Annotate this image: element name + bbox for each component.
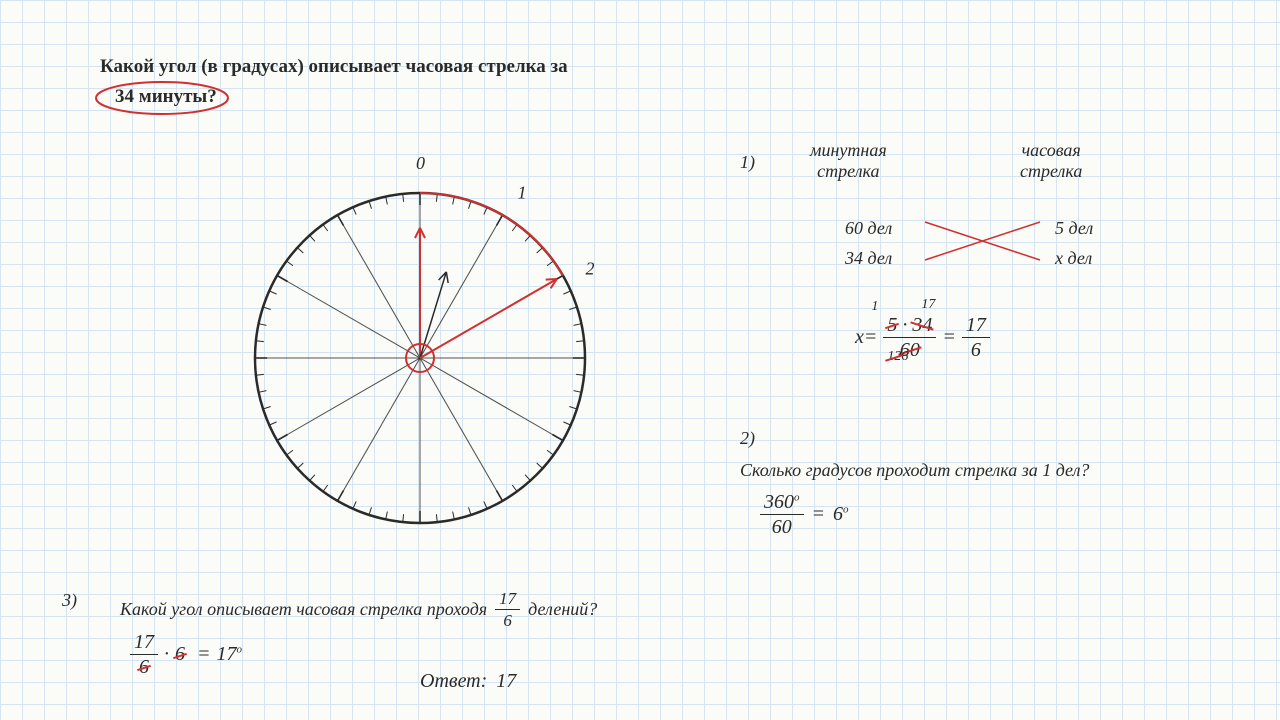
step3-calc: 17 6 · 6 = 17о <box>130 632 242 677</box>
eq-res-num: 17 <box>962 315 990 338</box>
step3-number: 3) <box>62 590 77 611</box>
eq-five: 5 <box>887 314 897 336</box>
eq-34: 34 <box>912 314 932 336</box>
eq-res-den: 6 <box>967 338 985 360</box>
step3-question: Какой угол описывает часовая стрелка про… <box>120 590 597 629</box>
eq-17: 17 <box>921 297 935 313</box>
eq-one: 1 <box>871 299 878 315</box>
step2-number: 2) <box>740 428 755 449</box>
step1-equation: х= 5 · 34 60 1 17 126 = 17 6 <box>855 315 990 360</box>
step2-calc: 360о 60 = 6о <box>760 492 849 537</box>
step2-question: Сколько градусов проходит стрелка за 1 д… <box>740 460 1089 481</box>
eq-x: х= <box>855 326 877 349</box>
eq-dot: · <box>902 314 907 336</box>
eq-12-cancel: 126 <box>887 349 908 365</box>
answer: Ответ: 17 <box>420 670 516 693</box>
eq-eq: = <box>942 326 956 349</box>
